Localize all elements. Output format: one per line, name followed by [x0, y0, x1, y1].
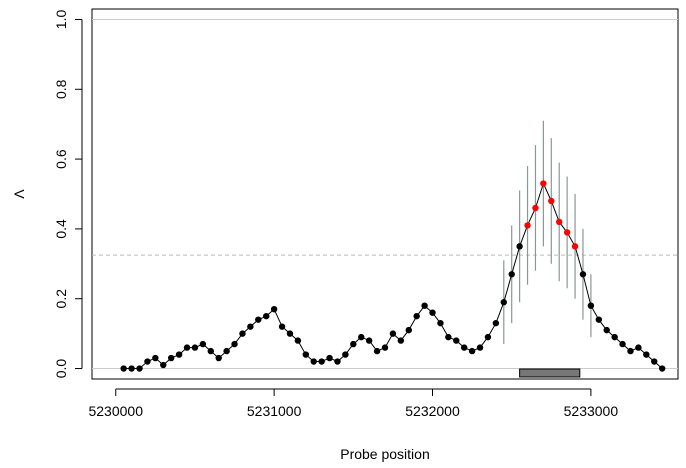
- data-point-21: [286, 330, 294, 337]
- data-point-4: [152, 354, 159, 362]
- data-point-48: [500, 299, 507, 306]
- data-point-51: [524, 222, 531, 229]
- x-tick-label-1: 5231000: [247, 403, 302, 419]
- data-point-66: [643, 351, 650, 358]
- data-point-34: [389, 330, 397, 337]
- data-point-24: [310, 358, 317, 365]
- data-point-61: [603, 326, 610, 334]
- data-point-33: [381, 344, 389, 351]
- y-tick-label-0: 0.0: [53, 359, 69, 379]
- data-point-67: [651, 358, 658, 365]
- y-tick-label-1: 0.2: [53, 289, 69, 309]
- x-tick-label-0: 5230000: [88, 403, 143, 419]
- data-point-6: [167, 354, 175, 362]
- data-point-0: [120, 365, 127, 372]
- data-point-62: [611, 333, 618, 341]
- plot-area: [91, 8, 679, 380]
- data-point-17: [255, 316, 262, 323]
- data-point-49: [508, 271, 515, 278]
- data-point-26: [326, 354, 333, 362]
- data-point-38: [421, 302, 428, 309]
- data-point-11: [207, 347, 214, 355]
- data-point-63: [619, 340, 626, 348]
- error-bars: [503, 120, 592, 345]
- data-point-44: [468, 347, 476, 355]
- data-point-5: [160, 361, 167, 369]
- data-point-57: [571, 243, 579, 250]
- data-point-39: [429, 309, 436, 316]
- reference-lines: [92, 18, 678, 370]
- data-point-53: [540, 180, 547, 187]
- y-axis-title: Λ: [11, 189, 27, 199]
- data-point-20: [278, 323, 286, 330]
- data-point-25: [318, 358, 325, 365]
- data-point-42: [453, 337, 460, 344]
- data-point-9: [191, 344, 199, 351]
- x-axis-title: Probe position: [340, 446, 430, 462]
- data-point-59: [587, 302, 595, 309]
- data-point-43: [460, 344, 468, 351]
- data-point-2: [136, 365, 143, 372]
- data-point-16: [247, 323, 254, 330]
- y-tick-label-2: 0.4: [53, 219, 69, 239]
- data-point-68: [658, 365, 666, 372]
- data-point-28: [342, 351, 349, 358]
- data-point-22: [294, 337, 302, 344]
- x-axis: 5230000 5231000 5232000 5233000: [88, 388, 619, 419]
- data-point-31: [365, 337, 373, 344]
- data-point-29: [350, 340, 357, 348]
- x-tick-label-3: 5233000: [564, 403, 619, 419]
- y-tick-label-4: 0.8: [53, 79, 69, 99]
- data-point-60: [595, 316, 603, 323]
- data-point-37: [413, 312, 420, 320]
- data-point-23: [302, 351, 310, 358]
- data-point-14: [231, 340, 238, 348]
- data-point-64: [627, 347, 634, 355]
- data-point-45: [476, 344, 484, 351]
- data-point-46: [484, 333, 492, 341]
- data-point-55: [556, 218, 563, 226]
- data-point-58: [579, 271, 587, 278]
- data-point-35: [397, 337, 405, 344]
- data-point-56: [563, 229, 571, 236]
- region-layer: [519, 368, 581, 378]
- y-axis: 0.0 0.2 0.4 0.6 0.8 1.0: [53, 10, 83, 379]
- data-point-12: [215, 354, 222, 362]
- data-point-50: [516, 243, 523, 250]
- data-point-8: [183, 344, 191, 351]
- data-point-54: [548, 197, 555, 205]
- data-point-65: [635, 344, 642, 351]
- data-point-47: [492, 319, 500, 327]
- data-point-13: [223, 347, 230, 355]
- data-point-40: [437, 319, 444, 327]
- data-point-15: [239, 330, 246, 337]
- data-point-30: [358, 333, 365, 341]
- region-bar: [519, 368, 581, 378]
- data-point-18: [263, 312, 270, 320]
- data-point-36: [405, 326, 412, 334]
- y-tick-label-5: 1.0: [53, 10, 69, 30]
- x-tick-label-2: 5232000: [405, 403, 460, 419]
- data-point-32: [373, 347, 381, 355]
- plot-frame: [91, 8, 679, 380]
- y-tick-label-3: 0.6: [53, 149, 69, 169]
- data-point-52: [532, 204, 539, 212]
- data-point-1: [128, 365, 135, 372]
- data-point-27: [334, 358, 341, 365]
- data-points: [120, 180, 666, 372]
- data-point-7: [175, 351, 183, 358]
- data-point-10: [199, 340, 207, 348]
- data-point-41: [445, 333, 452, 341]
- data-point-19: [270, 305, 278, 313]
- data-point-3: [144, 358, 151, 365]
